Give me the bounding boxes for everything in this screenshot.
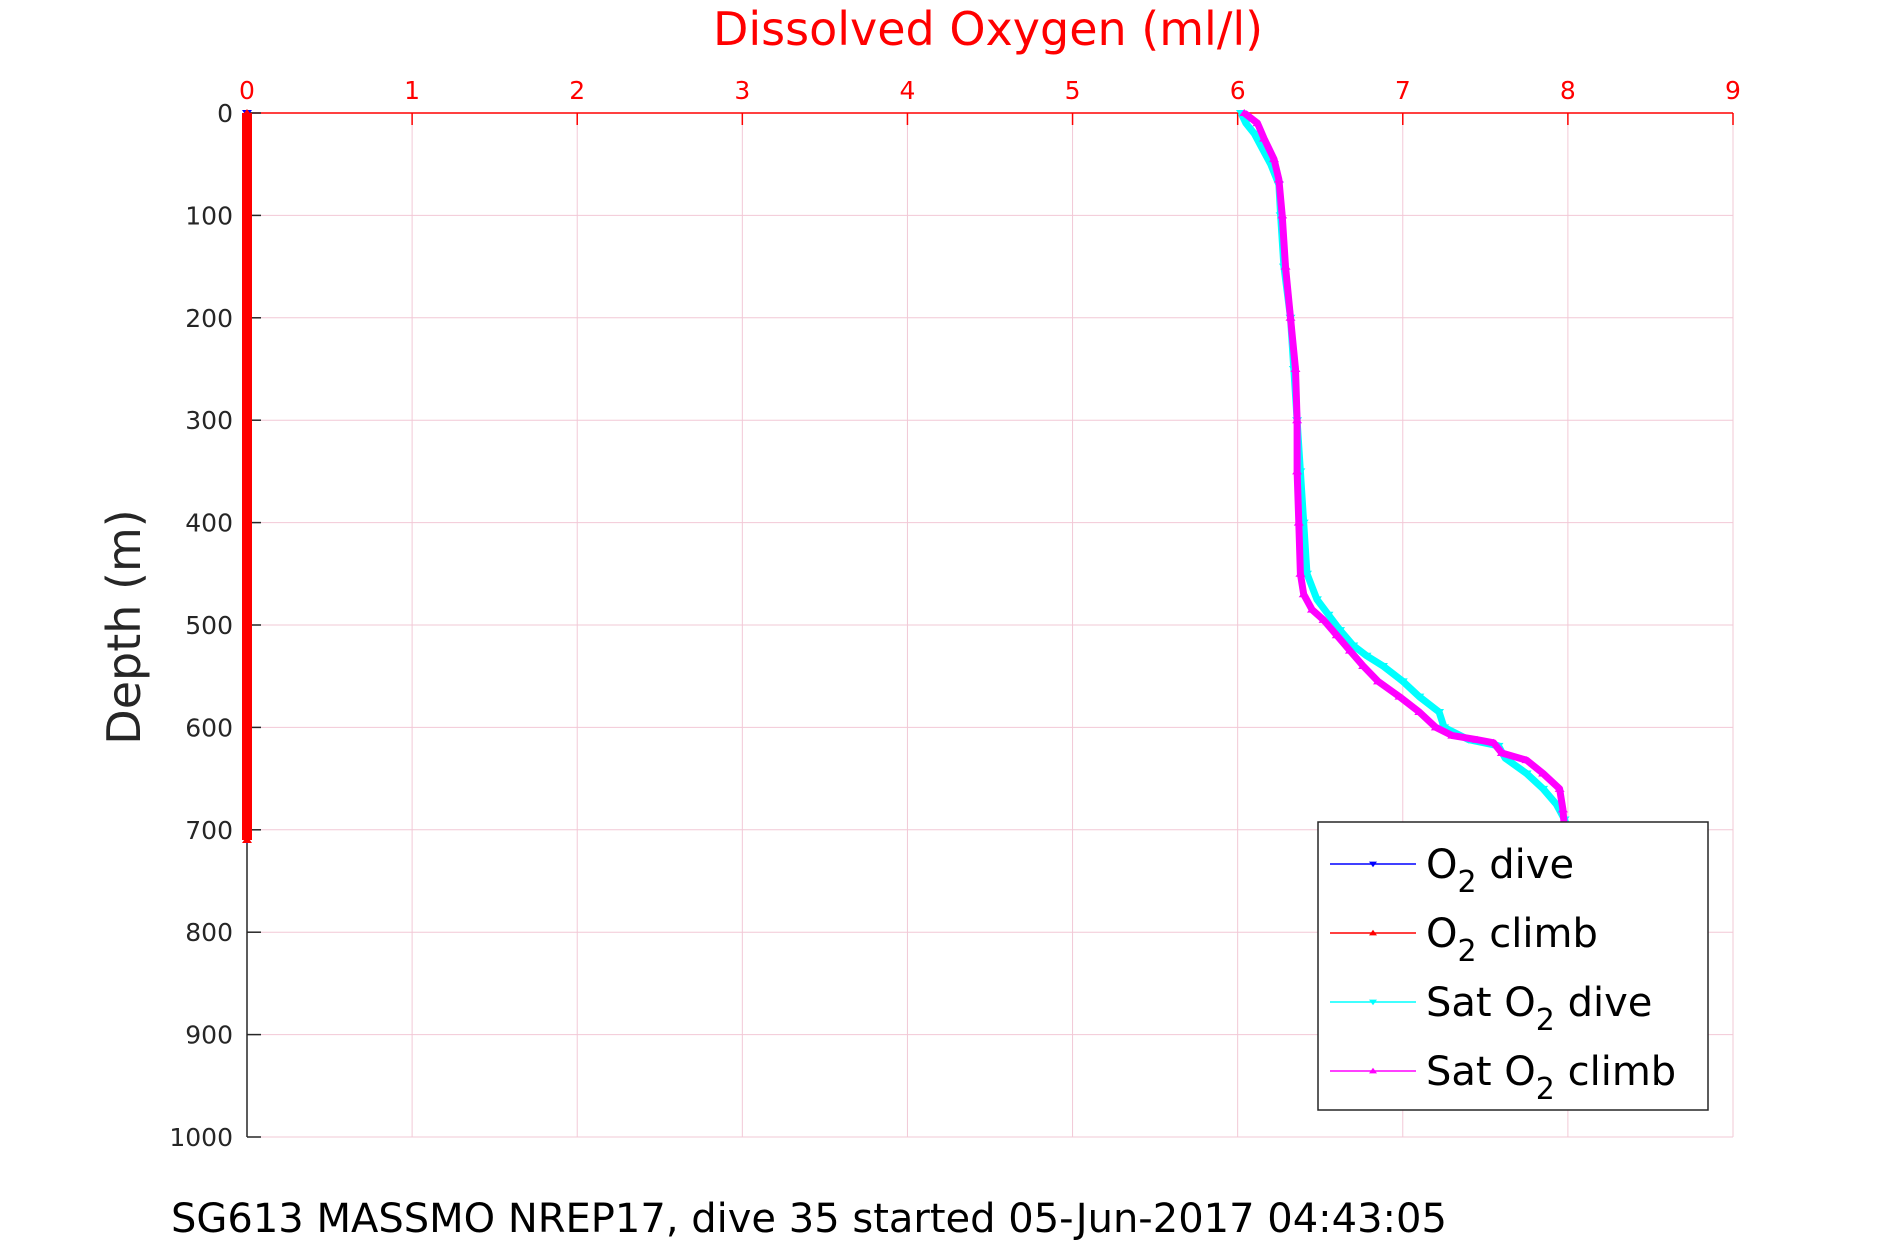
legend-item: Sat O2 climb [1330,1049,1676,1107]
axes: 0 1 2 3 4 5 6 7 8 9 0 100 200 300 400 500 600 700 800 900 10… [169,76,1741,1152]
legend-swatch-marker [1369,929,1377,936]
y-tick-label: 0 [217,99,233,128]
x-tick-label: 1 [404,76,420,105]
data-point [242,723,252,731]
data-point [1394,692,1405,700]
x-tick-label: 4 [899,76,915,105]
data-point [1521,770,1532,778]
y-tick-label: 600 [185,713,233,742]
y-tick-label: 300 [185,406,233,435]
data-point [242,416,252,424]
y-tick-label: 500 [185,611,233,640]
data-point [1331,631,1342,639]
data-point [242,518,252,526]
data-point [1538,785,1549,793]
data-point [1285,313,1296,321]
y-tick-label: 700 [185,816,233,845]
data-point [1554,784,1565,792]
data-point [242,313,252,321]
data-point [242,109,252,116]
x-tick-label: 0 [239,76,255,105]
data-point [1335,627,1346,635]
data-point [1249,130,1260,138]
data-point [1292,467,1303,475]
x-tick-label: 7 [1395,76,1411,105]
data-point [242,825,252,833]
data-point [1240,120,1251,128]
data-point [1472,735,1483,743]
data-point [1414,693,1425,701]
y-tick-label: 900 [185,1021,233,1050]
x-tick-label: 5 [1065,76,1081,105]
data-point [1447,731,1458,739]
series-line [1237,111,1572,831]
dive-caption: SG613 MASSMO NREP17, dive 35 started 05-… [171,1196,1447,1242]
data-point [1430,723,1441,731]
data-point [1496,749,1507,756]
legend-label: O2 dive [1426,842,1574,900]
x-tick-label: 2 [569,76,585,105]
data-point [242,621,252,628]
series-sat-o2-climb [1239,109,1570,833]
data-point [1277,211,1288,219]
series-o2-climb [242,109,252,844]
data-point [1373,677,1384,685]
data-point [1323,611,1334,619]
data-point [1521,756,1532,764]
data-point [1414,708,1425,716]
y-axis-label: Depth (m) [97,509,151,744]
x-tick-label: 8 [1560,76,1576,105]
legend: O2 dive O2 climb Sat O2 dive Sat O2 climb [1317,821,1709,1111]
data-point [1268,155,1279,163]
data-point [1252,119,1263,127]
y-tick-label: 100 [185,201,233,230]
data-point [1397,678,1408,686]
series-sat-o2-dive [1235,110,1573,834]
y-tick-label: 200 [185,304,233,333]
x-tick-label: 3 [734,76,750,105]
legend-swatch-marker [1369,1067,1377,1074]
data-point [1311,596,1322,604]
data-point [1361,652,1372,660]
legend-label: Sat O2 climb [1426,1049,1676,1107]
legend-item: O2 dive [1330,842,1574,900]
chart-title: Dissolved Oxygen (ml/l) [713,2,1263,56]
data-point [1293,518,1304,526]
data-point [1273,175,1284,183]
legend-item: Sat O2 dive [1330,980,1652,1038]
legend-swatch-marker [1369,999,1377,1006]
data-point [1434,709,1445,717]
data-point [1488,738,1499,746]
y-tick-label: 800 [185,918,233,947]
data-point [1298,590,1309,598]
data-point [1239,109,1250,116]
data-point [1557,805,1568,813]
data-point [1302,570,1313,578]
legend-label: O2 climb [1426,911,1598,969]
y-tick-label: 400 [185,509,233,538]
legend-box [1317,821,1709,1111]
series-line [1242,110,1569,831]
data-point [242,211,252,219]
legend-item: O2 climb [1330,911,1598,969]
legend-swatch-marker [1369,861,1377,868]
data-point [1344,646,1355,654]
x-tick-label: 9 [1725,76,1741,105]
data-point [1358,661,1369,669]
data-point [1318,615,1329,623]
data-point [242,836,252,844]
x-tick-label: 6 [1230,76,1246,105]
data-point [1348,642,1359,650]
data-point [1259,134,1270,142]
data-point [1306,605,1317,613]
legend-label: Sat O2 dive [1426,980,1652,1038]
data-point [1290,365,1301,372]
data-point [1377,662,1388,670]
data-point [1538,769,1549,777]
data-point [1292,416,1303,424]
y-tick-label: 1000 [169,1123,233,1152]
data-point [1280,262,1291,270]
data-point [1295,569,1306,577]
